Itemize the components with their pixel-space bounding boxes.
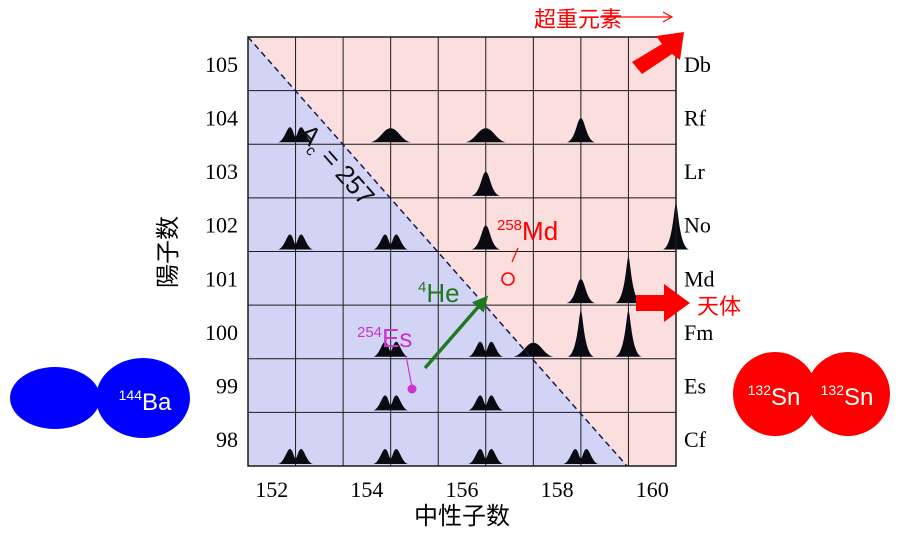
distribution-glyph (471, 171, 501, 196)
distribution-glyph (566, 118, 596, 143)
element-label: Md (684, 266, 715, 291)
y-axis-title: 陽子数 (155, 216, 182, 288)
ba144-fragment: 144Ba (10, 358, 190, 438)
he4-arrow-icon (423, 295, 489, 370)
element-label: Fm (684, 320, 713, 345)
distribution-glyph (467, 449, 504, 464)
y-tick-label: 101 (205, 266, 238, 291)
y-tick-label: 102 (205, 213, 238, 238)
celestial-label: 天体 (697, 294, 741, 319)
element-label: Cf (684, 427, 707, 452)
md258-label: 258Md (497, 216, 558, 246)
distribution-glyph (372, 234, 409, 250)
y-tick-label: 103 (205, 159, 238, 184)
plot-frame (247, 36, 677, 467)
y-tick-label: 104 (205, 105, 238, 130)
distribution-glyph (566, 279, 596, 304)
x-axis-title: 中性子数 (414, 503, 510, 530)
distribution-glyph (277, 127, 314, 143)
distribution-glyph (465, 128, 506, 143)
distribution-glyph (471, 225, 501, 250)
superheavy-label: 超重元素 (534, 7, 622, 32)
celestial-block-arrow-icon (636, 284, 690, 322)
he4-label: 4He (418, 278, 460, 308)
mass-distributions (277, 118, 690, 464)
x-tick-labels: 152 154 156 158 160 (255, 477, 668, 502)
sn132-fragment-1: 132Sn (733, 352, 817, 436)
y-tick-label: 105 (205, 52, 238, 77)
svg-text:132Sn: 132Sn (748, 382, 801, 411)
element-labels: Cf Es Fm Md No Lr Rf Db (684, 52, 715, 452)
distribution-glyph (370, 128, 411, 143)
distribution-glyph (615, 257, 642, 304)
distribution-glyph (277, 449, 314, 464)
element-label: Rf (684, 105, 707, 130)
md258-marker (501, 272, 515, 286)
element-label: Lr (684, 159, 705, 184)
md258-pointer (511, 247, 519, 263)
x-tick-label: 154 (350, 477, 383, 502)
x-tick-label: 158 (541, 477, 574, 502)
distribution-glyph (372, 341, 409, 357)
es254-label: 254Es (357, 323, 412, 353)
sn132-fragment-2: 132Sn (806, 352, 890, 436)
distribution-glyph (372, 395, 409, 411)
superheavy-block-arrow-icon (632, 32, 684, 74)
distribution-glyph (513, 342, 554, 357)
grid-lines (248, 37, 676, 466)
element-label: Db (684, 52, 711, 77)
distribution-glyph (567, 310, 595, 357)
x-tick-label: 160 (636, 477, 669, 502)
distribution-glyph (562, 449, 599, 464)
superheavy-arrowhead-icon (662, 11, 674, 23)
es254-marker (407, 384, 417, 394)
x-tick-label: 156 (446, 477, 479, 502)
element-label: Es (684, 374, 706, 399)
y-tick-labels: 98 99 100 101 102 103 104 105 (205, 52, 238, 452)
distribution-glyph (467, 395, 504, 411)
y-tick-label: 100 (205, 320, 238, 345)
distribution-glyph (277, 234, 314, 250)
y-tick-label: 99 (216, 374, 238, 399)
svg-text:144Ba: 144Ba (119, 387, 172, 416)
distribution-glyph (372, 449, 409, 464)
es254-pointer (405, 355, 413, 388)
element-label: No (684, 213, 711, 238)
x-tick-label: 152 (255, 477, 288, 502)
svg-text:132Sn: 132Sn (821, 382, 874, 411)
ac-257-line (247, 36, 628, 467)
y-tick-label: 98 (216, 427, 238, 452)
distribution-glyph (615, 310, 642, 357)
distribution-glyph (467, 341, 504, 357)
